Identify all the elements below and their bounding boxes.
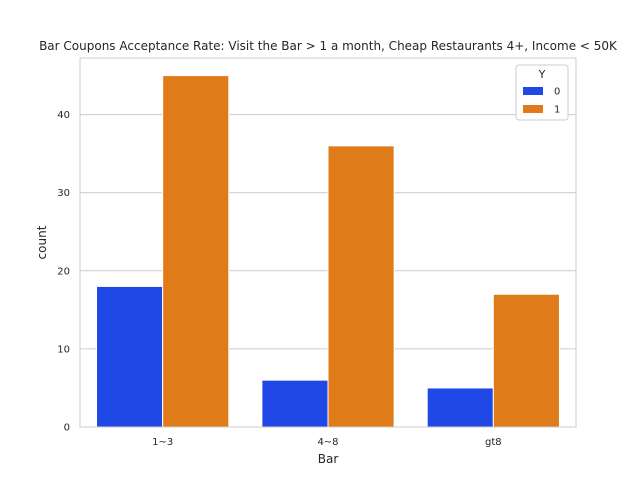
- legend: Y 01: [515, 64, 569, 121]
- bar-gt8-series-1: [492, 293, 560, 428]
- bar-1~3-series-1: [162, 75, 230, 428]
- chart-title: Bar Coupons Acceptance Rate: Visit the B…: [39, 39, 618, 53]
- x-tick-label: gt8: [485, 437, 502, 448]
- legend-swatch-0: [523, 87, 543, 95]
- bar-4~8-series-0: [261, 379, 329, 428]
- bars: [96, 75, 560, 428]
- x-tick-label: 4~8: [317, 437, 338, 448]
- bar-1~3-series-0: [96, 285, 164, 428]
- legend-items: 01: [523, 87, 560, 116]
- legend-swatch-1: [523, 105, 543, 113]
- tick-labels: 0 10 20 30 40 1~3 4~8 gt8: [57, 110, 501, 448]
- y-tick-label: 10: [57, 344, 70, 355]
- legend-label-0: 0: [554, 87, 560, 98]
- plot-frame: [79, 57, 577, 428]
- x-axis-label: Bar: [318, 452, 339, 466]
- y-tick-label: 40: [57, 110, 70, 121]
- y-tick-label: 0: [64, 423, 70, 434]
- legend-title: Y: [538, 68, 546, 81]
- y-tick-label: 30: [57, 188, 70, 199]
- legend-label-1: 1: [554, 105, 560, 116]
- y-axis-label: count: [35, 225, 49, 259]
- y-tick-label: 20: [57, 266, 70, 277]
- x-tick-label: 1~3: [152, 437, 173, 448]
- bar-gt8-series-0: [426, 387, 494, 428]
- bar-4~8-series-1: [327, 145, 395, 428]
